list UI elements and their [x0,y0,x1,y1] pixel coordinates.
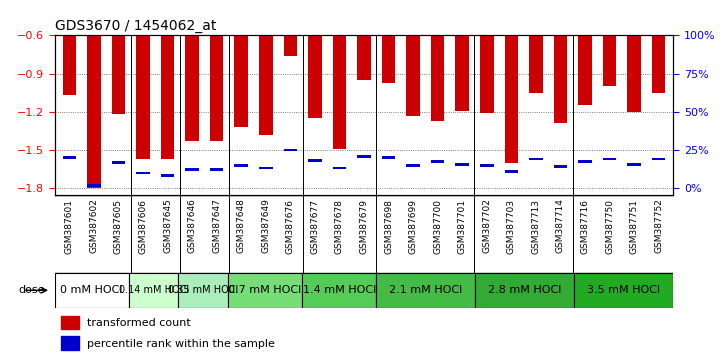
Text: GSM387649: GSM387649 [261,199,270,253]
Bar [234,164,248,167]
Bar [308,35,322,118]
Bar [406,164,420,167]
Text: GSM387606: GSM387606 [138,199,148,253]
Bar [87,35,100,188]
Bar [505,35,518,163]
Bar [161,174,174,177]
Bar [480,35,494,113]
Bar [652,35,665,93]
Text: GSM387676: GSM387676 [286,199,295,253]
Text: dose: dose [18,285,44,295]
Text: GSM387716: GSM387716 [580,199,590,253]
Text: 0.14 mM HOCl: 0.14 mM HOCl [119,285,189,295]
Bar [87,184,100,187]
Bar [234,35,248,127]
Bar [61,336,79,350]
Bar [284,35,297,56]
Bar [456,35,469,110]
Bar [603,158,617,160]
Text: GSM387751: GSM387751 [630,199,638,253]
Text: 2.8 mM HOCl: 2.8 mM HOCl [488,285,561,295]
Bar [259,166,272,169]
Bar [578,160,592,163]
Text: GSM387648: GSM387648 [237,199,246,253]
Text: GSM387602: GSM387602 [90,199,98,253]
Bar [475,273,574,308]
Text: GSM387679: GSM387679 [360,199,368,253]
Bar [376,273,475,308]
Bar [529,158,542,160]
Bar [210,168,223,171]
Text: 0.35 mM HOCl: 0.35 mM HOCl [168,285,238,295]
Bar [178,273,228,308]
Text: 3.5 mM HOCl: 3.5 mM HOCl [587,285,660,295]
Bar [186,168,199,171]
Text: GSM387699: GSM387699 [408,199,418,253]
Bar [111,161,125,164]
Bar [431,35,444,121]
Bar [578,35,592,105]
Bar [308,159,322,162]
Text: GSM387605: GSM387605 [114,199,123,253]
Text: GSM387677: GSM387677 [310,199,320,253]
Text: GSM387678: GSM387678 [335,199,344,253]
Text: 2.1 mM HOCl: 2.1 mM HOCl [389,285,462,295]
Bar [228,273,302,308]
Text: GSM387702: GSM387702 [482,199,491,253]
Bar [63,156,76,159]
Bar [136,172,150,175]
Bar [628,35,641,112]
Bar [129,273,178,308]
Bar [61,316,79,329]
Bar [357,35,371,80]
Text: percentile rank within the sample: percentile rank within the sample [87,339,275,349]
Bar [259,35,272,135]
Bar [111,35,125,114]
Text: GSM387701: GSM387701 [458,199,467,253]
Text: 0.7 mM HOCl: 0.7 mM HOCl [229,285,301,295]
Bar [381,156,395,159]
Bar [480,164,494,167]
Text: transformed count: transformed count [87,318,191,329]
Text: GSM387698: GSM387698 [384,199,393,253]
Bar [628,163,641,166]
Text: GSM387714: GSM387714 [556,199,565,253]
Text: GSM387703: GSM387703 [507,199,516,253]
Bar [210,35,223,141]
Text: GSM387646: GSM387646 [188,199,197,253]
Bar [186,35,199,141]
Bar [554,165,567,168]
Text: GSM387700: GSM387700 [433,199,442,253]
Text: GSM387713: GSM387713 [531,199,540,253]
Text: GSM387752: GSM387752 [654,199,663,253]
Bar [652,158,665,160]
Bar [529,35,542,93]
Bar [574,273,673,308]
Bar [55,273,129,308]
Text: 0 mM HOCl: 0 mM HOCl [60,285,123,295]
Bar [554,35,567,123]
Text: 1.4 mM HOCl: 1.4 mM HOCl [303,285,376,295]
Bar [333,166,347,169]
Text: GSM387750: GSM387750 [605,199,614,253]
Bar [357,155,371,158]
Bar [431,160,444,163]
Bar [603,35,617,86]
Bar [456,163,469,166]
Bar [333,35,347,149]
Bar [63,35,76,95]
Bar [136,35,150,159]
Text: GSM387645: GSM387645 [163,199,172,253]
Bar [161,35,174,159]
Text: GDS3670 / 1454062_at: GDS3670 / 1454062_at [55,19,216,33]
Text: GSM387601: GSM387601 [65,199,74,253]
Text: GSM387647: GSM387647 [212,199,221,253]
Bar [284,149,297,152]
Bar [505,170,518,173]
Bar [302,273,376,308]
Bar [406,35,420,116]
Bar [381,35,395,82]
